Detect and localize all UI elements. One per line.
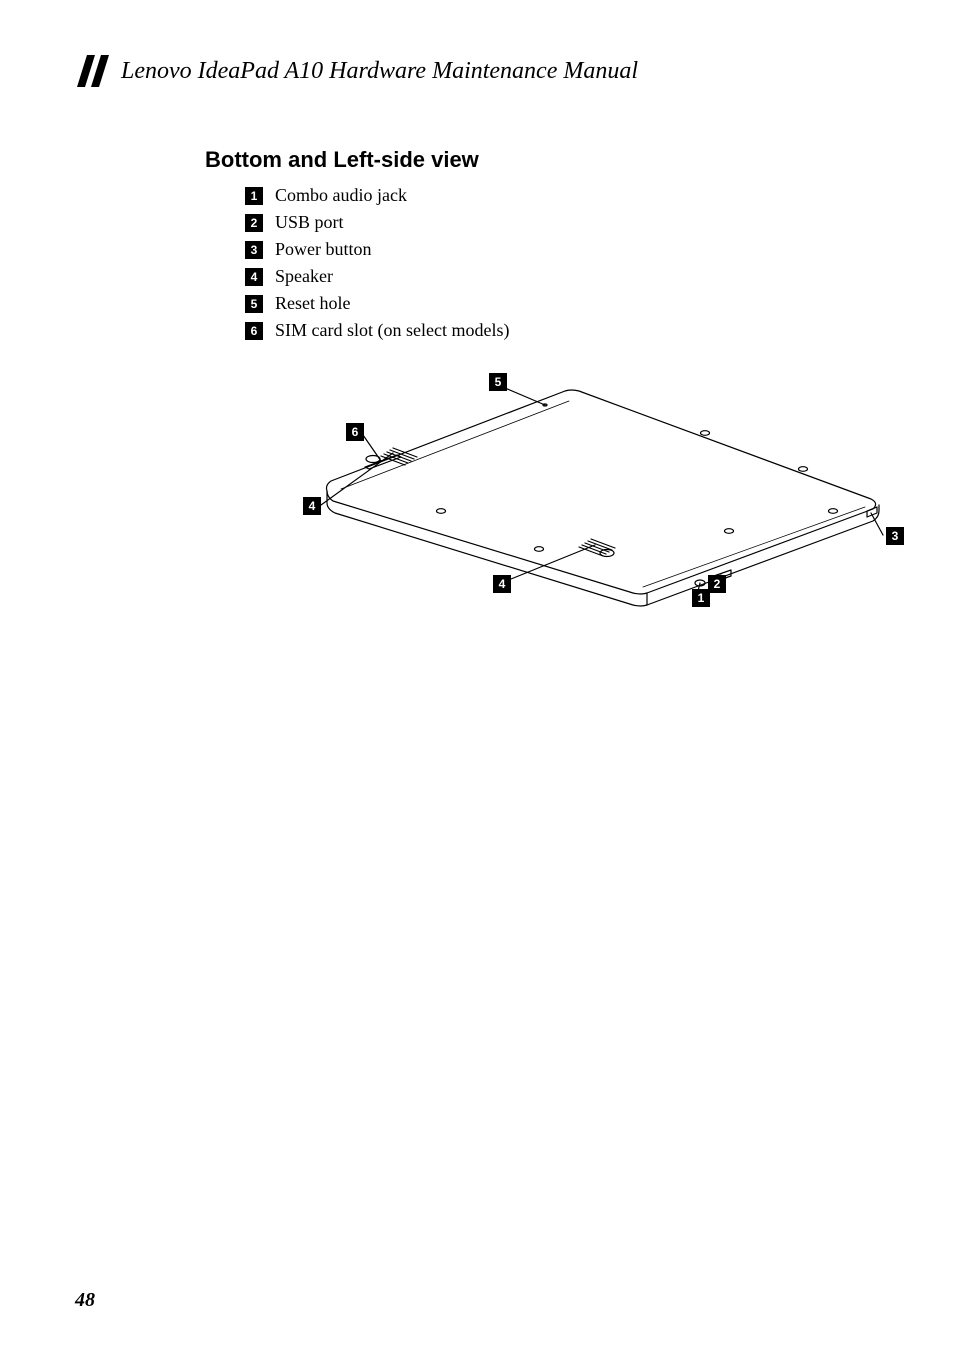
header-slash-icon: [75, 55, 111, 87]
legend-label: SIM card slot (on select models): [275, 320, 509, 341]
legend-num-box: 1: [245, 187, 263, 205]
legend-num-box: 5: [245, 295, 263, 313]
header-title: Lenovo IdeaPad A10 Hardware Maintenance …: [121, 58, 638, 85]
legend-item: 6 SIM card slot (on select models): [245, 320, 879, 341]
page-header: Lenovo IdeaPad A10 Hardware Maintenance …: [75, 55, 879, 87]
legend-item: 3 Power button: [245, 239, 879, 260]
legend-list: 1 Combo audio jack 2 USB port 3 Power bu…: [245, 185, 879, 341]
legend-label: USB port: [275, 212, 344, 233]
callout-box-3: 3: [886, 527, 904, 545]
legend-num-box: 2: [245, 214, 263, 232]
legend-item: 2 USB port: [245, 212, 879, 233]
legend-num-box: 4: [245, 268, 263, 286]
legend-item: 4 Speaker: [245, 266, 879, 287]
legend-item: 5 Reset hole: [245, 293, 879, 314]
legend-num-box: 3: [245, 241, 263, 259]
device-line-art: [245, 361, 925, 611]
section-heading: Bottom and Left-side view: [205, 147, 879, 173]
device-diagram: 5 6 4 3 4 1 2: [245, 361, 925, 611]
page-number: 48: [75, 1289, 95, 1312]
legend-label: Combo audio jack: [275, 185, 407, 206]
legend-item: 1 Combo audio jack: [245, 185, 879, 206]
callout-box-6: 6: [346, 423, 364, 441]
legend-label: Power button: [275, 239, 372, 260]
callout-box-4: 4: [303, 497, 321, 515]
callout-box-2: 2: [708, 575, 726, 593]
legend-label: Reset hole: [275, 293, 350, 314]
callout-box-5: 5: [489, 373, 507, 391]
legend-label: Speaker: [275, 266, 333, 287]
legend-num-box: 6: [245, 322, 263, 340]
callout-box-4: 4: [493, 575, 511, 593]
manual-page: Lenovo IdeaPad A10 Hardware Maintenance …: [0, 0, 954, 1352]
